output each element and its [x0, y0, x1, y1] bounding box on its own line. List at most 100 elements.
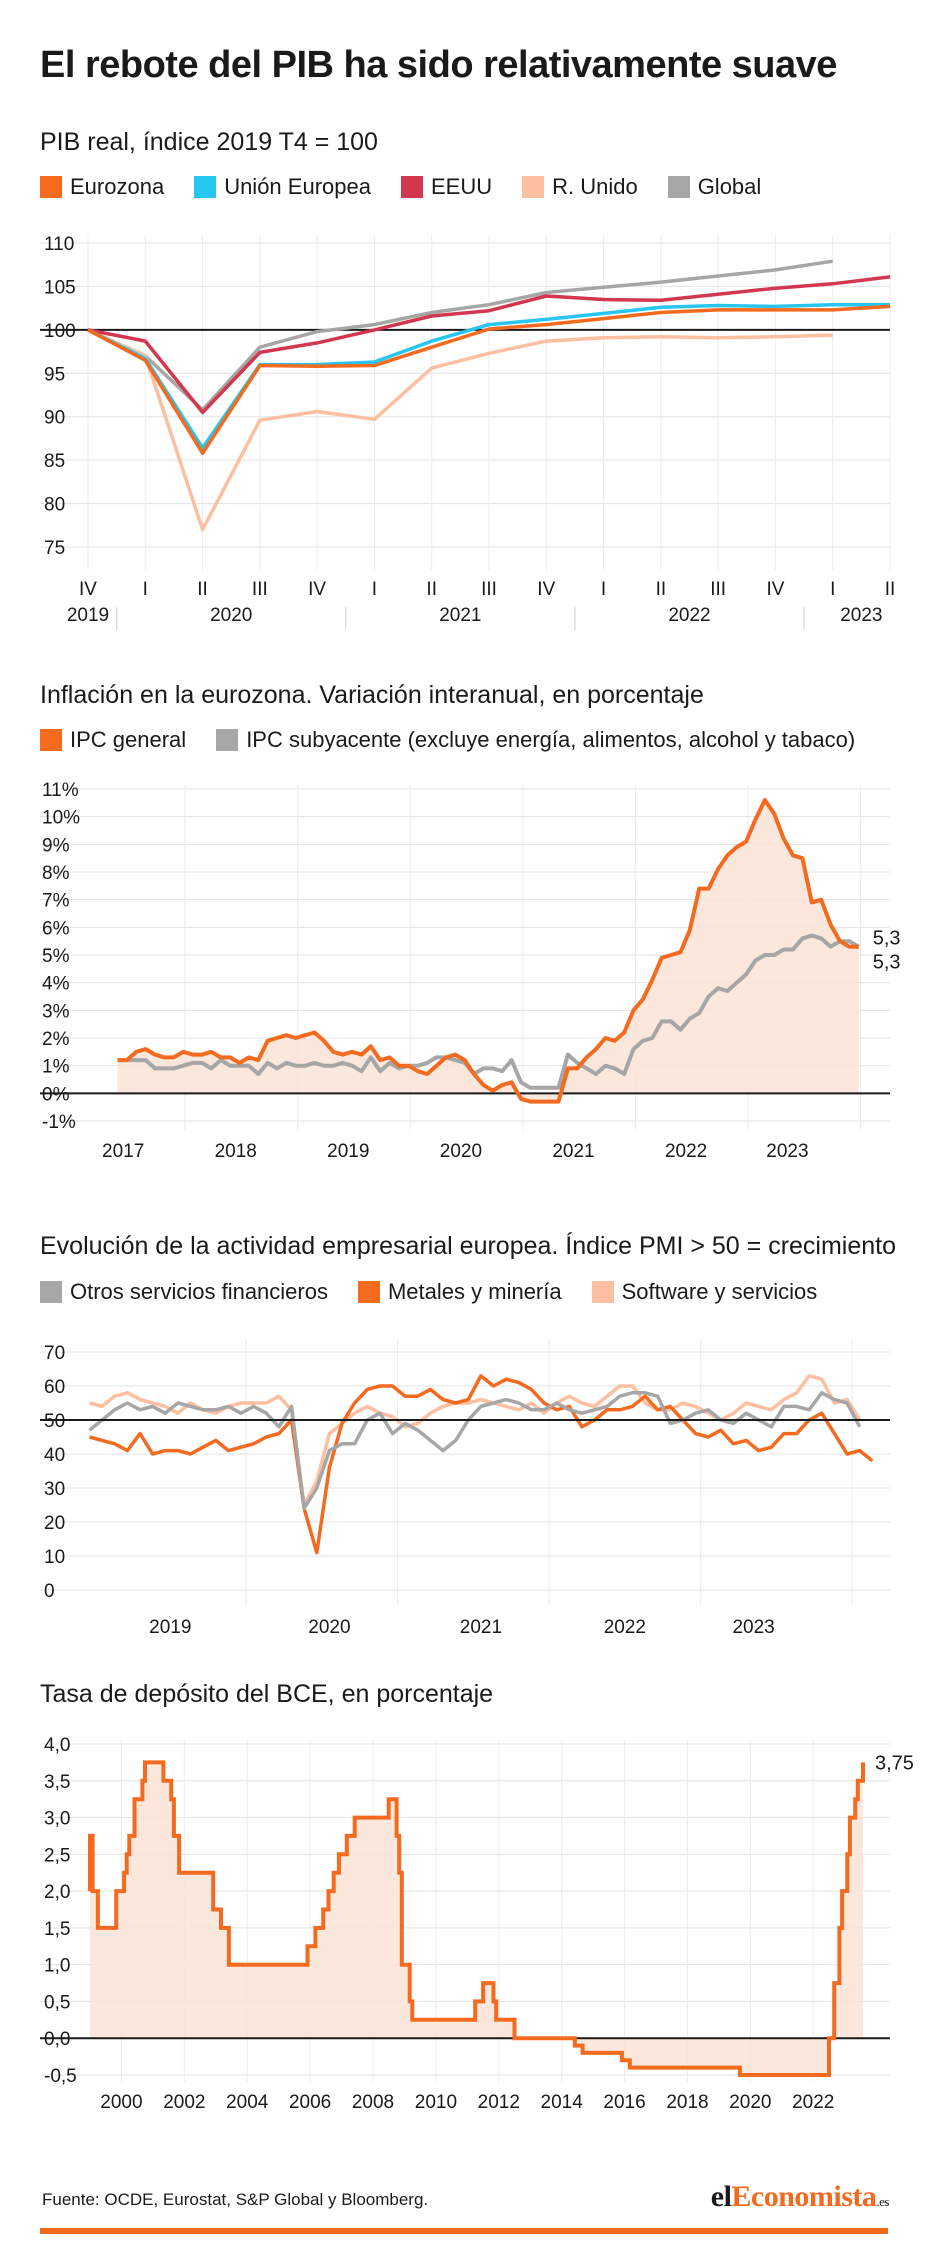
y-tick-label: 70	[44, 1343, 65, 1364]
series-line	[87, 275, 891, 415]
y-tick-label: 40	[44, 1445, 65, 1466]
series-line	[117, 798, 859, 1104]
y-tick-label: 5%	[42, 946, 70, 967]
y-tick-label: 1,5	[44, 1919, 70, 1940]
y-tick-label: 0	[44, 1581, 55, 1602]
series-line	[87, 328, 833, 532]
legend-swatch	[40, 1281, 62, 1303]
y-tick-label: -0,5	[44, 2066, 77, 2087]
x-tick-year: 2019	[327, 1141, 369, 1162]
x-tick-quarter: IV	[537, 579, 555, 600]
y-tick-label: 9%	[42, 835, 70, 856]
end-label: 3,75	[875, 1752, 914, 1774]
x-tick-year: 2012	[478, 2092, 520, 2113]
x-tick-year: 2018	[666, 2092, 708, 2113]
x-tick-quarter: I	[372, 579, 377, 600]
end-label: 5,3	[873, 928, 901, 950]
y-tick-label: 75	[44, 538, 65, 559]
legend-item: Metales y minería	[357, 1279, 562, 1305]
chart-ecb-rate: 4,0 3,5 3,0 2,5 2,0 1,5 1,0 0,5 0,0 -0,5 2000 2002 2…	[40, 1735, 914, 2113]
y-tick-label: 90	[44, 408, 65, 429]
brand-accent: Economista	[731, 2180, 877, 2213]
x-tick-year: 2014	[541, 2092, 584, 2113]
y-tick-label: 30	[44, 1479, 65, 1500]
series-line	[87, 304, 891, 455]
x-tick-quarter: IV	[766, 579, 784, 600]
x-tick-year: 2021	[552, 1141, 594, 1162]
x-tick-year: 2004	[226, 2092, 269, 2113]
y-tick-label: 50	[44, 1411, 65, 1432]
x-tick-year: 2021	[439, 605, 481, 626]
brand-logo: elEconomista.es	[711, 2180, 890, 2214]
page-title: El rebote del PIB ha sido relativamente …	[40, 44, 837, 86]
y-tick-label: 2%	[42, 1029, 70, 1050]
legend-label: R. Unido	[552, 174, 638, 199]
y-tick-label: 10%	[42, 808, 80, 829]
y-tick-label: 1%	[42, 1057, 70, 1078]
brand-suffix: .es	[876, 2194, 889, 2209]
x-tick-year: 2023	[840, 605, 882, 626]
x-tick-year: 2023	[766, 1141, 808, 1162]
chart2-legend: IPC general IPC subyacente (excluye energ…	[40, 727, 885, 753]
y-tick-label: 85	[44, 451, 65, 472]
x-tick-quarter: III	[481, 579, 497, 600]
chart3-title: Evolución de la actividad empresarial eu…	[40, 1232, 897, 1260]
series-line	[87, 259, 833, 412]
area-fill	[90, 1762, 863, 2075]
x-tick-year: 2020	[729, 2092, 771, 2113]
legend-label: Software y servicios	[621, 1279, 818, 1304]
chart4-title: Tasa de depósito del BCE, en porcentaje	[40, 1680, 494, 1708]
x-tick-year: 2022	[604, 1617, 646, 1638]
source-note: Fuente: OCDE, Eurostat, S&P Global y Blo…	[42, 2190, 429, 2209]
legend-swatch	[357, 1281, 380, 1303]
y-tick-label: -1%	[42, 1112, 76, 1133]
x-tick-year: 2016	[603, 2092, 645, 2113]
y-tick-label: 80	[44, 495, 65, 516]
x-tick-year: 2018	[215, 1141, 257, 1162]
x-tick-year: 2020	[308, 1617, 350, 1638]
legend-label: Global	[697, 174, 762, 199]
x-tick-quarter: I	[143, 579, 148, 600]
x-tick-year: 2022	[668, 605, 710, 626]
chart-pmi: 70 60 50 40 30 20 10 0 2019 2020 2021 2022 2023	[40, 1340, 890, 1638]
series-line	[88, 1760, 865, 2077]
series-line	[87, 302, 890, 450]
legend-swatch	[400, 176, 423, 198]
legend-swatch	[40, 176, 62, 198]
x-tick-year: 2002	[163, 2092, 205, 2113]
series-line	[89, 1374, 862, 1507]
footer-bar	[40, 2228, 888, 2234]
legend-item: R. Unido	[522, 174, 638, 200]
legend-swatch	[522, 176, 545, 198]
y-tick-label: 95	[44, 364, 65, 385]
y-tick-label: 0,0	[44, 2029, 70, 2050]
legend-item: EEUU	[400, 174, 493, 200]
x-tick-quarter: I	[601, 579, 606, 600]
y-tick-label: 1,0	[44, 1956, 70, 1977]
legend-label: IPC subyacente (excluye energía, aliment…	[246, 727, 856, 752]
end-label: 5,3	[873, 952, 901, 974]
legend-label: Eurozona	[70, 174, 165, 199]
legend-swatch	[216, 729, 239, 751]
legend-label: EEUU	[430, 174, 493, 199]
x-tick-year: 2022	[665, 1141, 707, 1162]
chart1-legend: Eurozona Unión Europea EEUU R. Unido Global	[40, 174, 791, 200]
x-tick-quarter: II	[197, 579, 208, 600]
x-tick-quarter: I	[830, 579, 835, 600]
legend-label: Unión Europea	[224, 174, 371, 199]
x-tick-quarter: IV	[308, 579, 326, 600]
chart2-title: Inflación en la eurozona. Variación inte…	[40, 681, 704, 709]
series-line	[88, 1391, 862, 1511]
y-tick-label: 3,0	[44, 1809, 70, 1830]
series-line	[89, 1374, 874, 1555]
legend-item: Software y servicios	[591, 1279, 818, 1305]
legend-item: Global	[667, 174, 762, 200]
x-tick-year: 2008	[352, 2092, 394, 2113]
x-tick-year: 2000	[100, 2092, 142, 2113]
y-tick-label: 7%	[42, 891, 70, 912]
y-tick-label: 100	[44, 321, 76, 342]
legend-swatch	[194, 176, 217, 198]
legend-label: IPC general	[70, 727, 187, 752]
y-tick-label: 10	[44, 1547, 65, 1568]
